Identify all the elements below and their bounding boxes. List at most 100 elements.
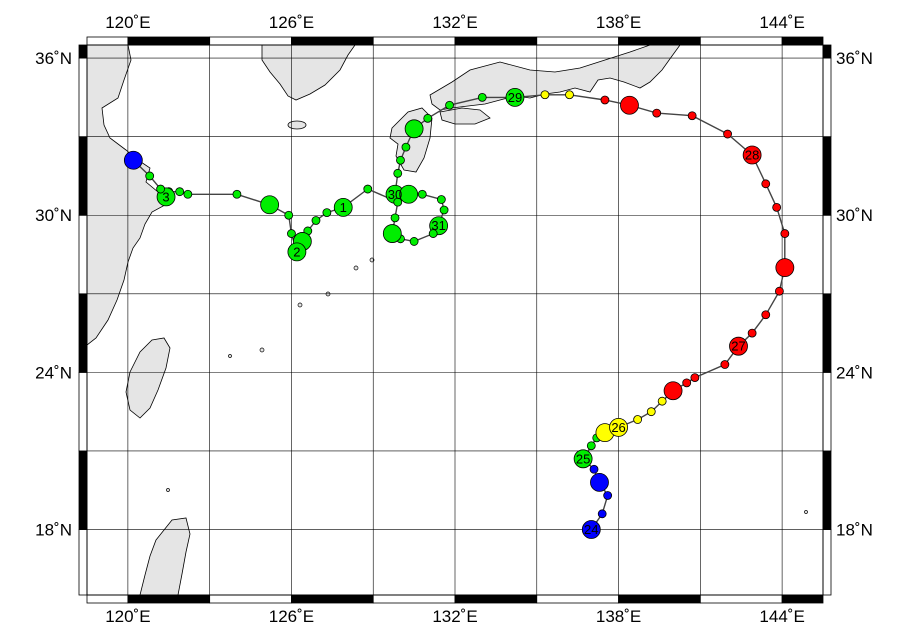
frame-segment-right [822, 529, 832, 596]
track-point [687, 111, 697, 121]
track-point [393, 168, 403, 178]
map-border [86, 44, 824, 596]
track-point [690, 373, 700, 383]
frame-segment-right [822, 136, 832, 216]
lon-label-top: 144˚E [759, 13, 804, 32]
track-point [565, 90, 574, 100]
frame-segment-bottom [372, 594, 456, 604]
track-point [363, 184, 373, 194]
japan-shikoku [439, 107, 491, 125]
track-point [633, 415, 643, 424]
frame-segment-right [822, 44, 832, 59]
frame-segment-top [86, 36, 129, 46]
track-point [540, 90, 550, 100]
frame-segment-left [78, 529, 88, 596]
track-point [682, 378, 692, 388]
track-point [232, 189, 242, 199]
track-point [396, 155, 405, 165]
track-point [175, 187, 185, 197]
frame-segment-top [699, 36, 783, 46]
track-point [423, 113, 433, 123]
frame-segment-top [372, 36, 456, 46]
day-label: 25 [576, 451, 590, 466]
lat-label-right: 30˚N [836, 206, 873, 225]
small-island [353, 265, 359, 271]
small-island [259, 347, 265, 353]
track-point-daily [620, 95, 639, 115]
track-point [761, 310, 771, 320]
track-point-daily [609, 417, 628, 437]
track-point-daily [505, 87, 525, 107]
track-point-daily [729, 336, 748, 356]
day-label: 1 [340, 200, 347, 215]
graticule [87, 45, 823, 595]
frame-segment-right [822, 450, 832, 530]
lon-label-top: 120˚E [105, 13, 150, 32]
track-point [445, 100, 454, 110]
track-point-daily [399, 184, 419, 204]
lat-label-right: 24˚N [836, 363, 873, 382]
track-point-daily [382, 224, 402, 243]
day-label: 2 [293, 244, 300, 259]
track-point [183, 189, 193, 199]
lat-label-left: 18˚N [35, 521, 72, 540]
track-point-daily [742, 145, 762, 165]
lon-label-bottom: 120˚E [105, 607, 150, 626]
small-island [804, 510, 808, 514]
track-point [657, 396, 667, 406]
lon-label-top: 126˚E [269, 13, 314, 32]
day-label: 28 [745, 148, 759, 163]
track-point [720, 360, 730, 369]
day-label: 3 [162, 189, 169, 204]
axis-labels: 120˚E 120˚E 126˚E 126˚E 132˚E 132˚E 138˚E 138˚E… [35, 13, 873, 626]
frame-segment-left [78, 450, 88, 530]
day-label: 30 [388, 187, 402, 202]
lat-label-left: 24˚N [35, 363, 72, 382]
frame-segment-right [822, 214, 832, 295]
lat-label-right: 18˚N [836, 521, 873, 540]
track-point-daily [590, 472, 609, 492]
frame-segment-top [618, 36, 701, 46]
frame-segment-bottom [699, 594, 783, 604]
lon-label-bottom: 126˚E [269, 607, 314, 626]
lat-label-left: 36˚N [35, 49, 72, 68]
frame-segment-left [78, 57, 88, 138]
track-point [603, 491, 613, 500]
small-island [166, 488, 170, 492]
track-point-daily [573, 449, 593, 469]
track-point [428, 229, 438, 238]
frame-segment-bottom [618, 594, 701, 604]
lon-label-top: 132˚E [432, 13, 477, 32]
frame-segment-top [781, 36, 824, 46]
frame-segment-bottom [86, 594, 129, 604]
small-island [297, 302, 303, 308]
day-label: 26 [611, 420, 625, 435]
lon-label-top: 138˚E [596, 13, 641, 32]
track-point [477, 92, 487, 102]
track-point [287, 229, 296, 238]
day-label: 31 [431, 218, 445, 233]
track-point [436, 195, 446, 204]
japan-honshu [429, 45, 681, 111]
track-point-daily [581, 520, 601, 539]
frame-segment-right [822, 57, 832, 138]
frame-segment-bottom [127, 594, 211, 604]
small-island [228, 354, 232, 358]
map-frame [78, 36, 832, 604]
track-point [723, 129, 732, 139]
track-point [586, 441, 596, 451]
frame-segment-bottom [291, 594, 374, 604]
frame-segment-left [78, 293, 88, 373]
frame-segment-top [127, 36, 211, 46]
jeju-island [287, 120, 307, 130]
lat-label-right: 36˚N [836, 49, 873, 68]
track-point [589, 464, 599, 474]
track-point-daily [123, 150, 143, 170]
track-point [322, 208, 332, 218]
day-label: 24 [584, 522, 598, 537]
luzon-island [139, 517, 191, 595]
taiwan-island [125, 337, 171, 419]
track-point [390, 213, 400, 223]
frame-segment-bottom [536, 594, 619, 604]
